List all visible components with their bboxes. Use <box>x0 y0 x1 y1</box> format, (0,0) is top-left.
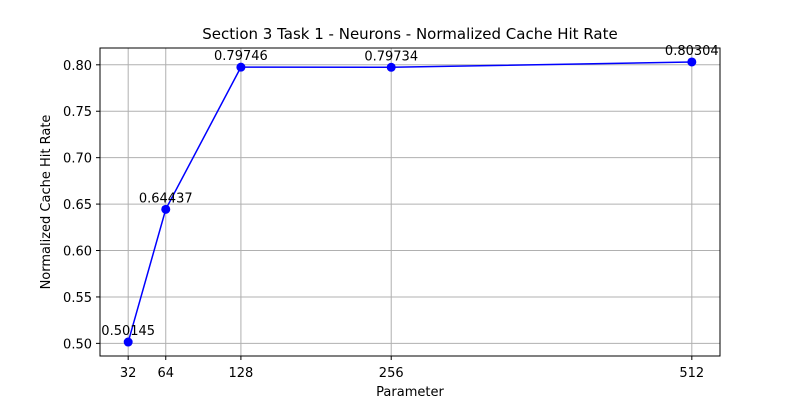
series-line <box>127 61 692 343</box>
y-tick-label: 0.65 <box>63 198 92 213</box>
data-label: 0.79734 <box>364 49 418 64</box>
data-point <box>386 62 396 72</box>
x-tick-label: 256 <box>379 366 404 381</box>
y-tick-label: 0.50 <box>63 337 92 352</box>
y-tick-label: 0.55 <box>63 291 92 306</box>
y-tick-label: 0.75 <box>63 105 92 120</box>
data-labels: 0.50145 0.64437 0.79746 0.79734 0.80304 <box>101 44 718 339</box>
x-axis-ticks: 32 64 128 256 512 <box>120 356 704 381</box>
data-label: 0.80304 <box>665 44 719 59</box>
x-tick-label: 32 <box>120 366 137 381</box>
x-tick-label: 512 <box>679 366 704 381</box>
series-group <box>123 57 697 347</box>
data-label: 0.64437 <box>139 191 193 206</box>
data-point <box>236 62 246 72</box>
y-axis-ticks: 0.50 0.55 0.60 0.65 0.70 0.75 0.80 <box>63 59 100 352</box>
x-axis-label: Parameter <box>376 385 444 400</box>
data-point <box>123 337 133 347</box>
data-label: 0.50145 <box>101 324 155 339</box>
chart-title: Section 3 Task 1 - Neurons - Normalized … <box>202 25 617 43</box>
x-tick-label: 128 <box>228 366 253 381</box>
y-tick-label: 0.60 <box>63 245 92 260</box>
y-tick-label: 0.70 <box>63 152 92 167</box>
grid-lines <box>100 48 720 356</box>
x-tick-label: 64 <box>157 366 174 381</box>
y-axis-label: Normalized Cache Hit Rate <box>39 115 54 290</box>
y-tick-label: 0.80 <box>63 59 92 74</box>
data-label: 0.79746 <box>214 49 268 64</box>
data-point <box>161 204 171 214</box>
data-point <box>687 57 697 67</box>
plot-frame <box>99 47 721 357</box>
